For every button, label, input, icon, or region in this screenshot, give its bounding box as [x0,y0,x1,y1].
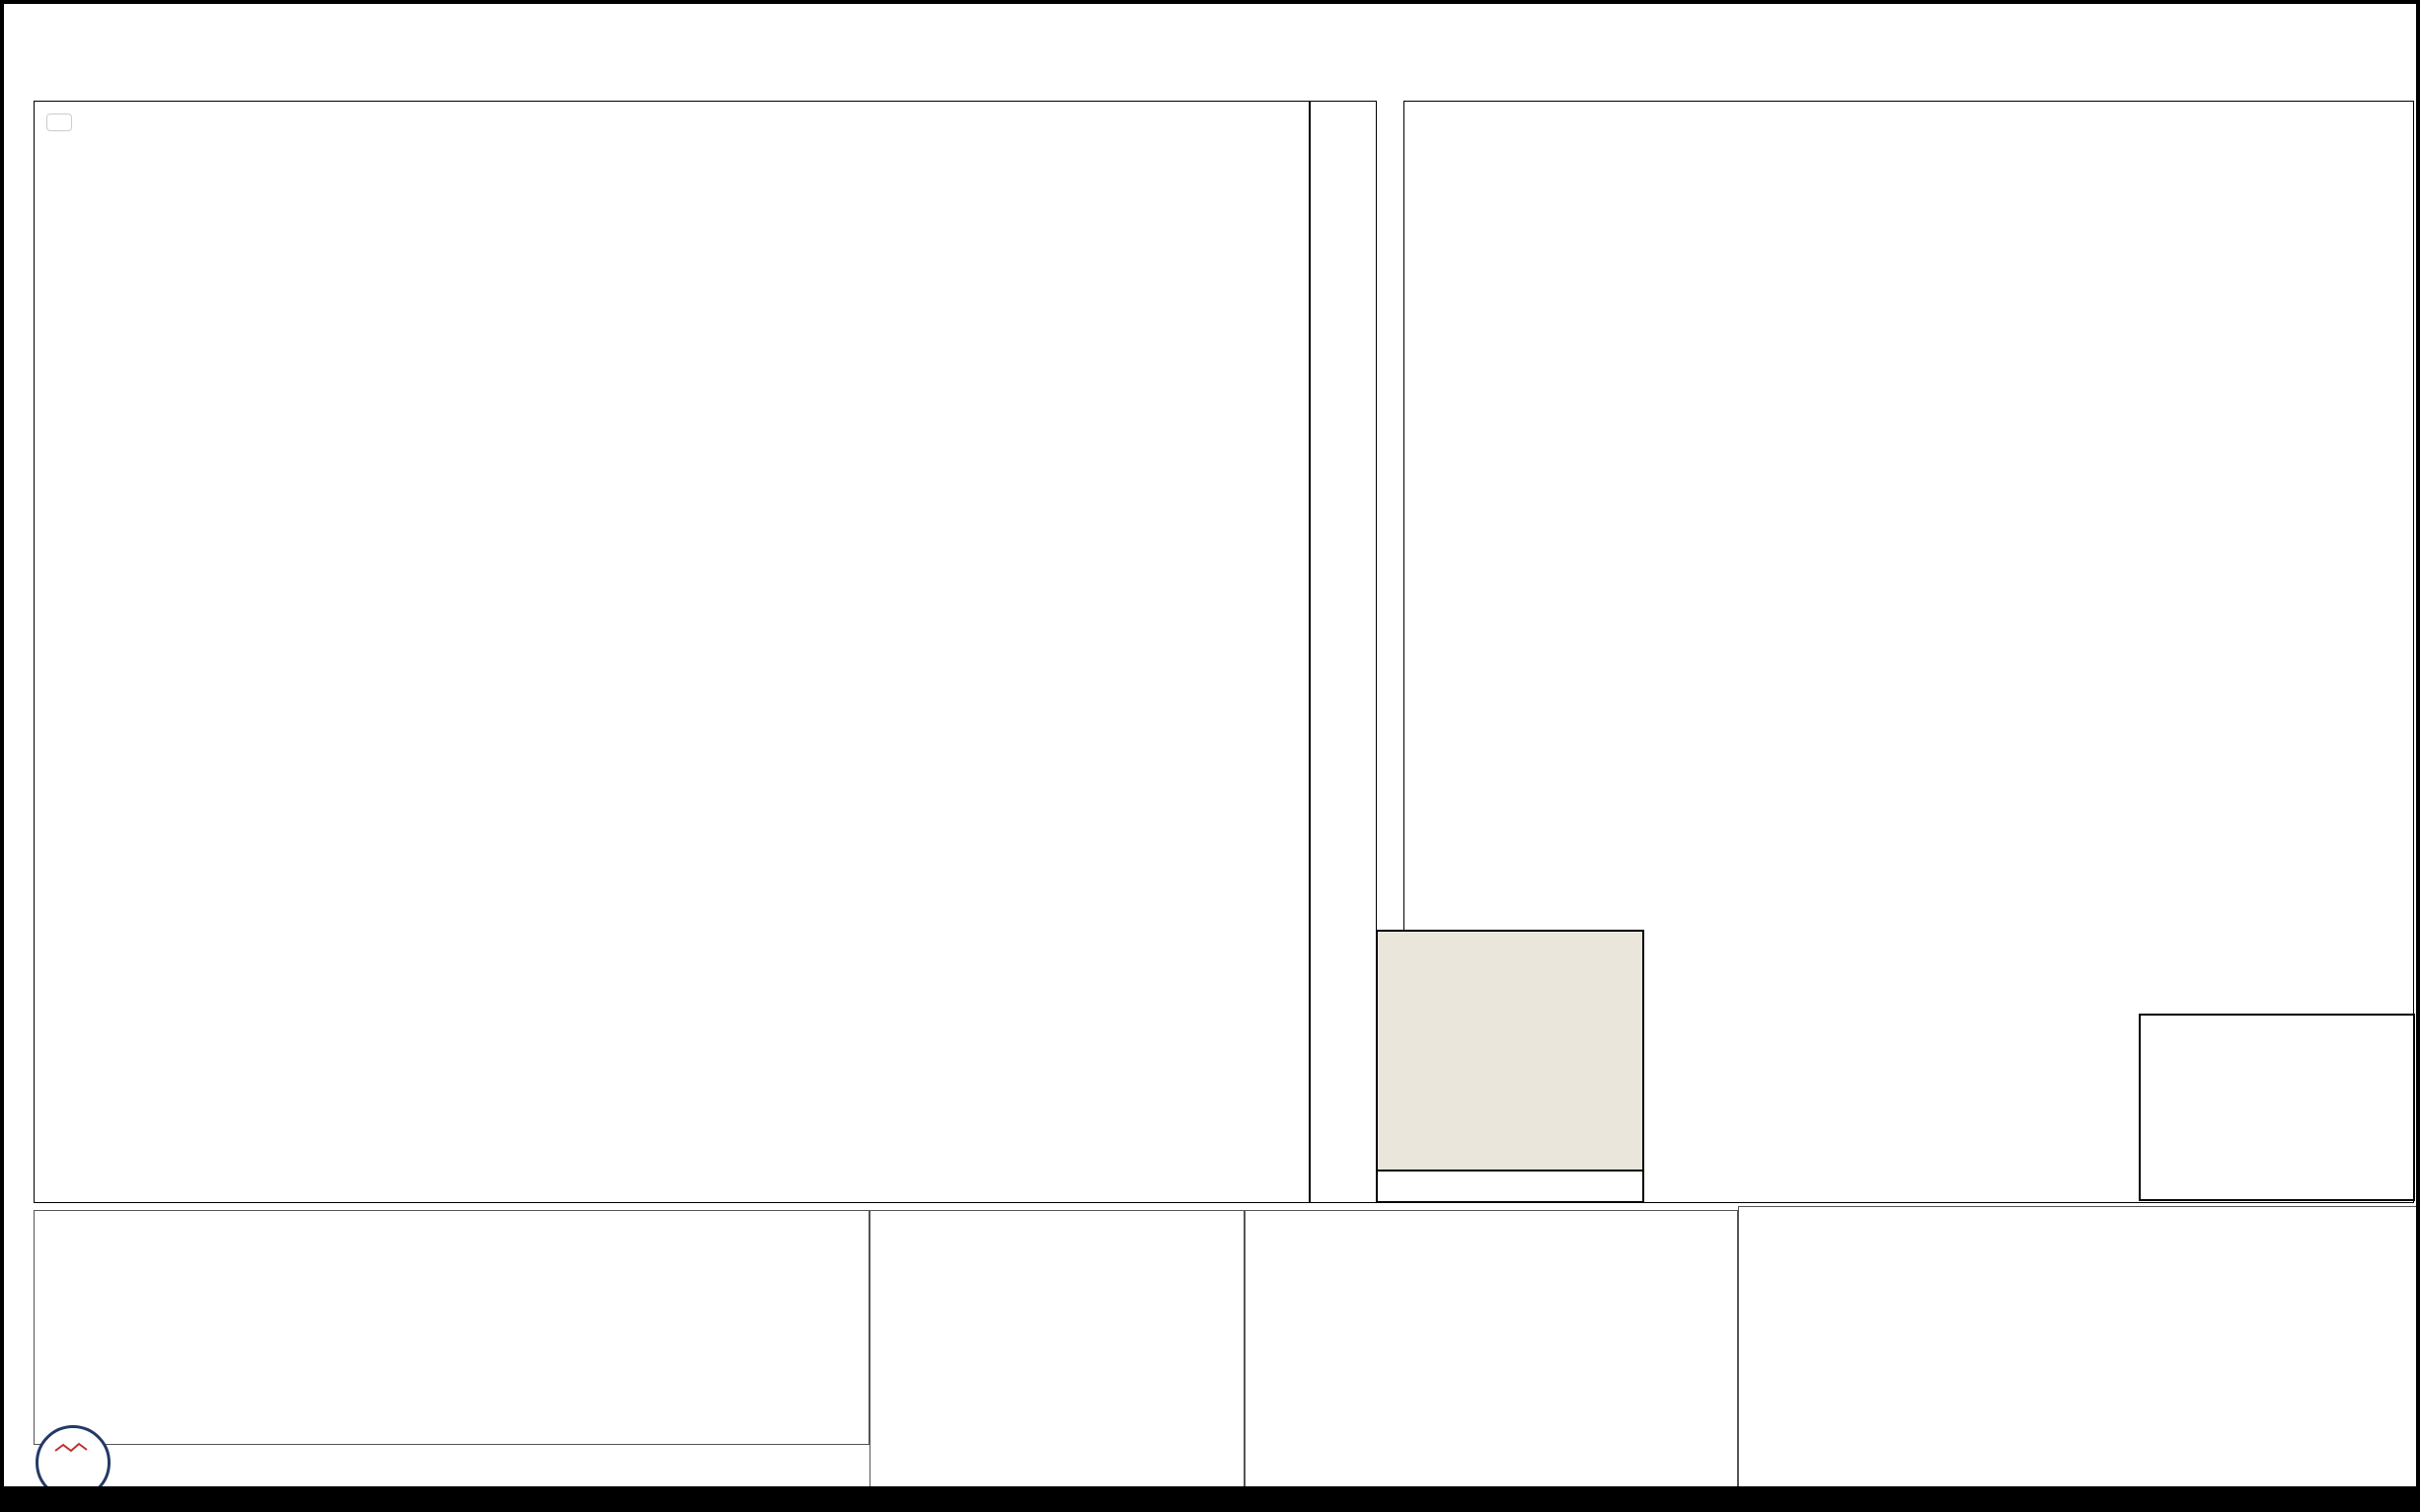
thermo-table [34,1210,870,1445]
radar-inset [1376,930,1644,1203]
srh-bwd-box [2139,1014,2415,1201]
kinematics-table [1245,1210,1738,1490]
radar-map [1378,932,1642,1172]
radar-caption [1378,1170,1642,1201]
mini-profiles [1738,1206,2416,1492]
skewt-annotations [35,102,1309,1202]
moisture-table [870,1210,1245,1490]
inferred-profile-strip [1310,101,1377,1203]
bottom-bar [4,1486,2416,1508]
skewt-panel [34,101,1310,1203]
pressure-axis [34,101,132,1203]
logo-squiggle [54,1442,88,1453]
skewt-legend [46,113,72,131]
